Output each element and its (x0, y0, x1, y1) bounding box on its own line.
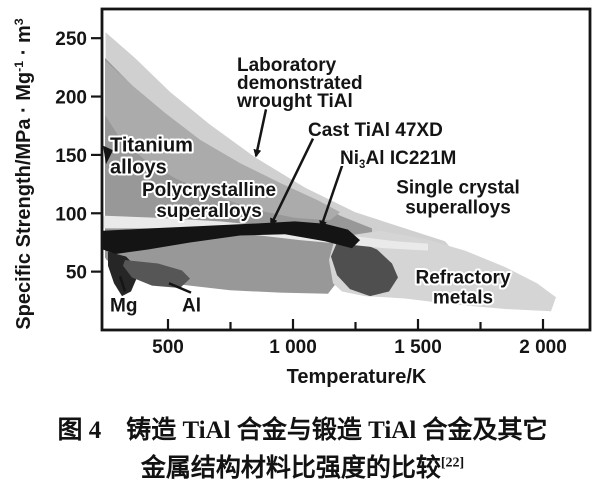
y-tick-label: 150 (55, 146, 87, 167)
x-tick-label: 1 500 (394, 337, 442, 358)
x-tick-label: 2 000 (519, 337, 567, 358)
region-cast-tial-47xd-band (103, 221, 360, 255)
y-tick-label: 200 (55, 88, 87, 109)
annotation-arrows (118, 109, 349, 294)
label-titanium-alloys-line-2: alloys (110, 156, 167, 178)
label-polycrystalline-superalloys-line-1: Polycrystalline (142, 180, 276, 201)
y-tick-label: 100 (55, 204, 87, 225)
label-ni3al-ic221m: Ni3Al IC221M (338, 146, 458, 173)
chart-plot: 500 1 000 1 500 2 000 50 100 150 200 250 Temperat… (12, 7, 592, 388)
label-refractory-metals-line-2: metals (433, 287, 493, 308)
label-cast-tial-47xd: Cast TiAl 47XD (306, 118, 445, 143)
mg-leader (118, 275, 127, 292)
region-al (123, 260, 190, 288)
label-ni3al-ic221m-line-1: Ni3Al IC221M (340, 148, 456, 171)
material-regions (102, 32, 556, 312)
region-ti-edge-wedge (103, 145, 113, 165)
chart-labels: TitaniumalloysPolycrystallinesuperalloys… (108, 53, 522, 318)
y-axis-labels: 50 100 150 200 250 (55, 29, 87, 283)
caption-line-2: 金属结构材料比强度的比较[22] (23, 450, 583, 488)
ni3al-arrow (319, 151, 349, 229)
al-leader (168, 282, 192, 294)
x-axis-title: Temperature/K (287, 366, 427, 388)
region-refractory-metals-core (331, 241, 398, 297)
label-cast-tial-47xd-line-1: Cast TiAl 47XD (308, 120, 443, 141)
label-refractory-metals-line-1: Refractory (415, 267, 510, 288)
figure-caption: 图 4 铸造 TiAl 合金与锻造 TiAl 合金及其它 金属结构材料比强度的比… (23, 412, 583, 487)
chart-root: 500 1 000 1 500 2 000 50 100 150 200 250 Temperat… (12, 7, 592, 388)
label-single-crystal-superalloys-line-2: superalloys (405, 197, 511, 218)
x-axis-ticks (166, 319, 545, 330)
label-polycrystalline-superalloys-line-2: superalloys (156, 201, 262, 222)
label-mg-line-1: Mg (110, 295, 137, 316)
wrought-tial-arrow (253, 109, 268, 158)
label-wrought-tial-line-2: demonstrated (237, 73, 363, 94)
label-al: Al (180, 293, 203, 318)
caption-reference: [22] (440, 455, 465, 471)
y-axis-title: Specific Strength/MPa · Mg-1 · m3 (12, 18, 35, 329)
y-tick-label: 50 (66, 263, 87, 284)
label-single-crystal-superalloys-line-1: Single crystal (396, 177, 520, 198)
plot-border (100, 7, 592, 332)
x-axis-labels: 500 1 000 1 500 2 000 (152, 337, 567, 358)
label-titanium-alloys-line-1: Titanium (110, 134, 193, 156)
label-al-line-1: Al (182, 295, 201, 316)
label-wrought-tial-line-1: Laboratory (237, 55, 337, 76)
y-tick-label: 250 (55, 29, 87, 50)
y-axis-ticks (91, 37, 102, 273)
label-mg: Mg (108, 293, 139, 318)
cast-tial-arrow (269, 138, 315, 227)
x-tick-label: 500 (152, 337, 184, 358)
caption-line-2-text: 金属结构材料比强度的比较 (140, 454, 441, 482)
region-titanium-alloys (105, 60, 340, 221)
label-wrought-tial-line-3: wrought TiAl (236, 91, 353, 112)
x-tick-label: 1 000 (269, 337, 317, 358)
caption-line-1: 图 4 铸造 TiAl 合金与锻造 TiAl 合金及其它 (57, 417, 548, 444)
